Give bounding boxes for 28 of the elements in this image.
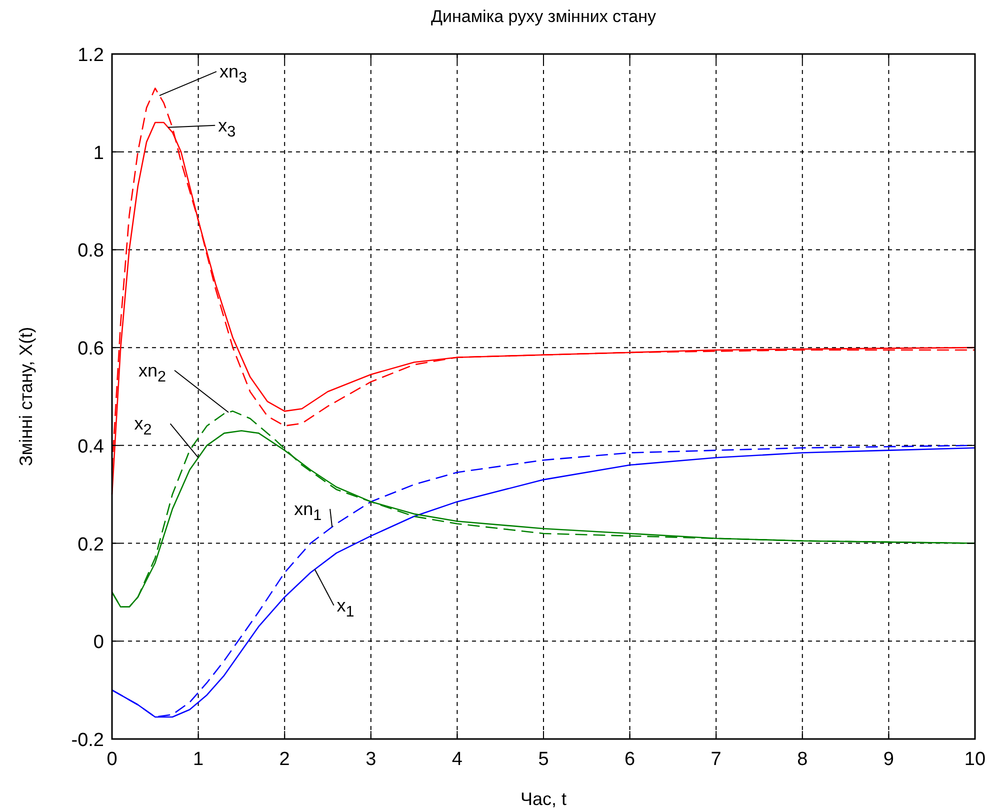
x-tick-label: 5 bbox=[538, 749, 549, 770]
x-tick-label: 4 bbox=[452, 749, 463, 770]
x-tick-label: 6 bbox=[624, 749, 636, 770]
y-tick-label: 0.6 bbox=[78, 338, 104, 360]
x-tick-label: 2 bbox=[279, 749, 290, 770]
y-tick-label: 0.4 bbox=[78, 436, 104, 458]
y-tick-label: 0 bbox=[93, 632, 104, 654]
x-tick-label: 0 bbox=[106, 749, 118, 770]
series-label: xn$_{1}$ bbox=[294, 498, 322, 524]
y-tick-label: 1.2 bbox=[78, 45, 104, 66]
x-axis-title: Час, t bbox=[520, 789, 567, 809]
text: x$_{2}$ bbox=[134, 414, 152, 439]
y-tick-label: 0.8 bbox=[78, 240, 104, 262]
x-tick-label: 7 bbox=[710, 749, 722, 770]
y-tick-label: -0.2 bbox=[71, 730, 104, 751]
text: x$_{3}$ bbox=[218, 115, 236, 141]
x-tick-label: 3 bbox=[366, 749, 376, 770]
x-tick-label: 9 bbox=[883, 749, 894, 770]
x-tick-label: 8 bbox=[797, 749, 808, 770]
chart-title: Динаміка руху змінних стану bbox=[431, 7, 656, 26]
x-tick-label: 1 bbox=[193, 749, 204, 770]
y-tick-label: 0.2 bbox=[78, 534, 104, 556]
y-tick-label: 1 bbox=[93, 142, 104, 164]
text: xn$_{3}$ bbox=[219, 62, 247, 87]
text: xn$_{2}$ bbox=[138, 360, 166, 386]
x-tick-label: 10 bbox=[964, 749, 986, 770]
y-axis-title: Змінні стану, X(t) bbox=[16, 326, 36, 466]
series-label: x$_{1}$ bbox=[336, 595, 354, 621]
